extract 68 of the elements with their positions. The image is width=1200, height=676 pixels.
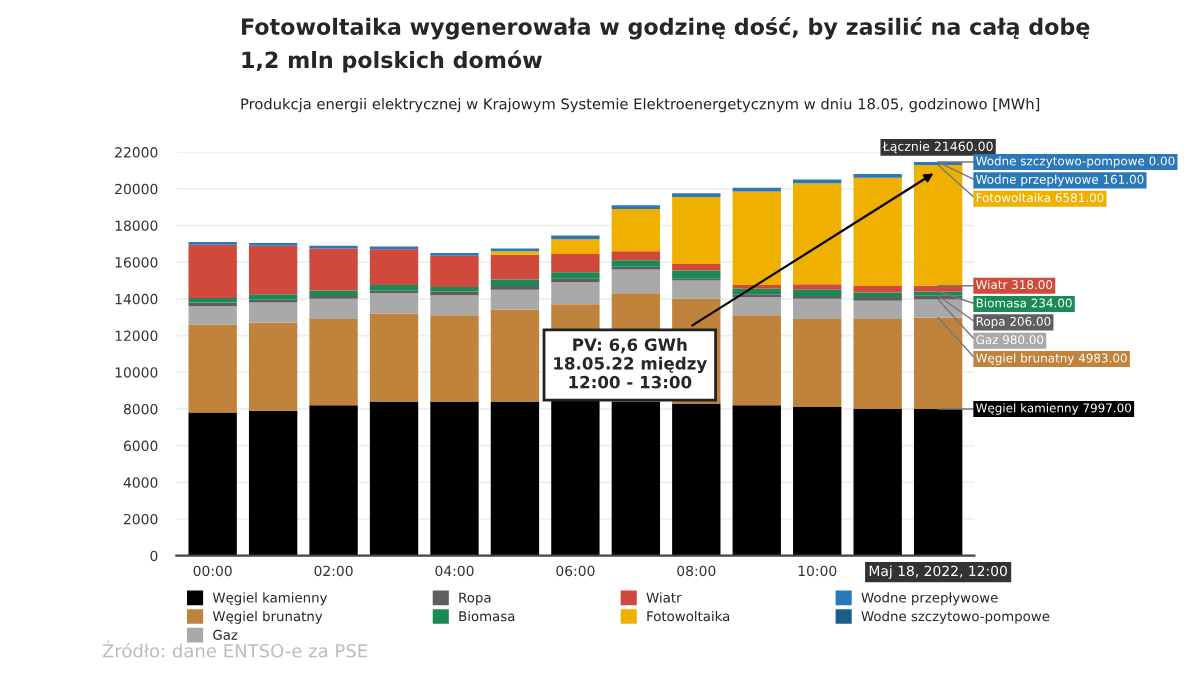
text: Źródło: dane ENTSO-e za PSE [102,640,368,658]
bar [309,405,358,556]
bar [248,410,298,556]
chart-title: Fotowoltaika wygenerowała w godzinę dość, by zasilić na całą dobę 1,2 mln polskich domów [242,16,1090,73]
bar [853,300,902,320]
bar [611,208,661,252]
bar [793,407,842,556]
bar [309,290,358,297]
bar [430,255,479,287]
bar [793,183,842,285]
bar [430,295,479,316]
bar [551,253,600,273]
bar [672,197,721,264]
bar [551,239,600,254]
bar [793,298,842,320]
bar [369,249,419,286]
bar [611,401,661,556]
bar [248,322,298,411]
bar [611,260,661,267]
bar [732,315,781,406]
bar [672,403,721,556]
bar [430,286,479,292]
bar [913,408,963,556]
bar [369,285,419,291]
bar [732,405,781,556]
bar [369,313,419,402]
bar [732,297,781,316]
bar [793,319,842,408]
bar [611,251,661,261]
bar [188,324,237,413]
bar [732,191,781,286]
bar [853,286,902,293]
bar [490,289,540,310]
bar [490,401,540,556]
annotation: PV: 6,6 GWh 18.05.22 między 12:00 - 13:00 [554,338,707,389]
bar [913,299,963,318]
bar [369,401,419,556]
bar [793,289,842,297]
bar [853,319,902,409]
bar [672,264,721,271]
bar [309,319,358,406]
bar [672,280,721,299]
bar [793,284,842,290]
bar [853,292,902,298]
bar [248,302,298,323]
bar [490,309,540,402]
bar [188,306,237,325]
bar [188,244,237,298]
bar [551,397,600,556]
bar [551,282,600,305]
bar [309,298,358,320]
bar [913,285,963,292]
bar [248,294,298,300]
bar [490,254,540,280]
bar [430,401,479,556]
bar [551,272,600,279]
bar [853,408,902,556]
bar [611,269,661,294]
bar [490,279,540,287]
bar [188,297,237,303]
bar [672,270,721,279]
bar [853,177,902,287]
bar [913,317,963,409]
bar [369,293,419,314]
bar [248,245,298,295]
bar [430,315,479,402]
bar [188,412,237,556]
bar [309,248,358,291]
